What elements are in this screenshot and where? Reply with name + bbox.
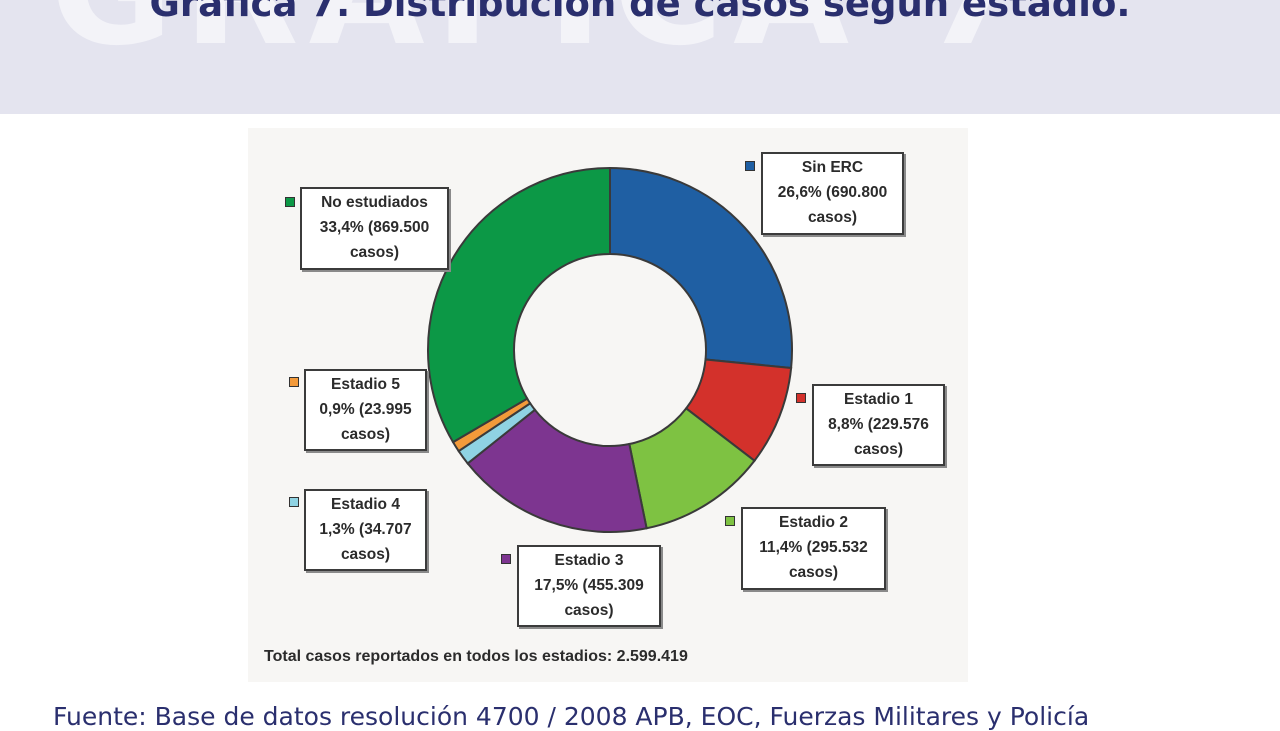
callout-estadio-3: Estadio 3 17,5% (455.309 casos) [517, 545, 661, 627]
callout-sin-erc: Sin ERC 26,6% (690.800 casos) [761, 152, 904, 235]
legend-swatch-estadio-4 [289, 497, 299, 507]
callout-estadio-1: Estadio 1 8,8% (229.576 casos) [812, 384, 945, 466]
callout-sin-erc-percent: 26,6% (690.800 [777, 184, 888, 201]
watermark-text: GRÁFICA 7 [50, 0, 1036, 79]
donut-slice-no-estudiados [427, 166, 611, 444]
callout-estadio-5: Estadio 5 0,9% (23.995 casos) [304, 369, 427, 451]
callout-estadio-5-percent: 0,9% (23.995 [319, 401, 412, 418]
callout-sin-erc-suffix: casos) [807, 209, 858, 226]
slide-title: Gráfica 7. Distribución de casos según e… [149, 0, 1131, 25]
donut-slice-sin-erc [609, 166, 793, 370]
callout-estadio-4: Estadio 4 1,3% (34.707 casos) [304, 489, 427, 571]
callout-no-estudiados: No estudiados 33,4% (869.500 casos) [300, 187, 449, 270]
legend-swatch-estadio-2 [725, 516, 735, 526]
source-note: Fuente: Base de datos resolución 4700 / … [53, 702, 1090, 731]
callout-estadio-1-suffix: casos) [853, 441, 904, 458]
legend-swatch-estadio-3 [501, 554, 511, 564]
total-cases-label: Total casos reportados en todos los esta… [264, 648, 688, 665]
callout-estadio-3-percent: 17,5% (455.309 [534, 577, 644, 594]
callout-estadio-3-suffix: casos) [564, 602, 614, 619]
callout-no-estudiados-percent: 33,4% (869.500 [319, 219, 430, 236]
donut-chart-svg [427, 166, 793, 533]
callout-sin-erc-category: Sin ERC [801, 159, 864, 176]
donut-slice-estadio-3 [466, 408, 648, 533]
callout-estadio-2-percent: 11,4% (295.532 [759, 539, 868, 556]
callout-estadio-5-category: Estadio 5 [331, 376, 400, 393]
callout-no-estudiados-category: No estudiados [321, 194, 428, 211]
callout-estadio-2-suffix: casos) [788, 564, 839, 581]
title-band: GRÁFICA 7 Gráfica 7. Distribución de cas… [0, 0, 1280, 114]
callout-estadio-4-category: Estadio 4 [331, 496, 400, 513]
legend-swatch-no-estudiados [285, 197, 295, 207]
callout-estadio-5-suffix: casos) [340, 426, 391, 443]
callout-estadio-4-suffix: casos) [340, 546, 391, 563]
legend-swatch-sin-erc [745, 161, 755, 171]
callout-estadio-2-category: Estadio 2 [779, 514, 848, 531]
legend-swatch-estadio-1 [796, 393, 806, 403]
callout-estadio-4-percent: 1,3% (34.707 [319, 521, 412, 538]
callout-estadio-3-category: Estadio 3 [554, 552, 624, 569]
callout-estadio-2: Estadio 2 11,4% (295.532 casos) [741, 507, 886, 590]
legend-swatch-estadio-5 [289, 377, 299, 387]
callout-estadio-1-percent: 8,8% (229.576 [828, 416, 929, 433]
callout-estadio-1-category: Estadio 1 [844, 391, 913, 408]
callout-no-estudiados-suffix: casos) [349, 244, 400, 261]
